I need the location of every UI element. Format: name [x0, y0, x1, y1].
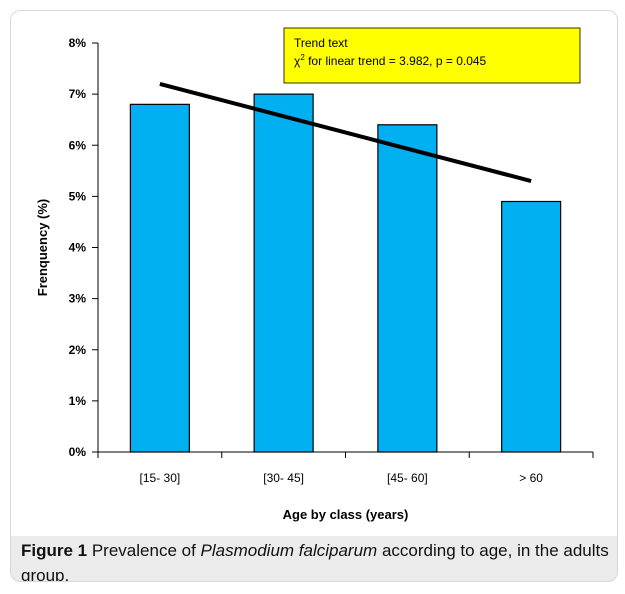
figure-frame: 0% 1% 2% 3% 4% 5% 6% 7% 8% [15- 30] [30- 45] [45- … — [10, 10, 618, 582]
x-axis-ticks: [15- 30] [30- 45] [45- 60] > 60 — [97, 452, 594, 485]
y-tick-label: 7% — [69, 87, 87, 101]
y-tick-label: 3% — [69, 292, 87, 306]
y-tick-label: 5% — [69, 189, 87, 203]
annotation-superscript: 2 — [300, 53, 305, 62]
bar — [501, 200, 562, 453]
annotation-statistic-text: for linear trend = 3.982, p = 0.045 — [305, 54, 487, 68]
y-tick-label: 6% — [69, 138, 87, 152]
bar — [129, 103, 190, 453]
y-tick-label: 8% — [69, 36, 87, 50]
plot-panel: 0% 1% 2% 3% 4% 5% 6% 7% 8% [15- 30] [30- 45] [45- … — [11, 11, 617, 536]
bars — [129, 93, 562, 453]
caption-label: Figure 1 — [21, 541, 88, 560]
y-tick-label: 0% — [69, 445, 87, 459]
y-tick-label: 2% — [69, 343, 87, 357]
x-tick-label: [30- 45] — [263, 471, 304, 485]
annotation-chi-symbol: χ — [294, 54, 301, 68]
annotation-title: Trend text — [294, 36, 348, 50]
annotation-background — [283, 27, 581, 84]
trend-line — [159, 81, 532, 183]
y-tick-label: 4% — [69, 241, 87, 255]
bar — [253, 93, 314, 453]
figure-caption: Figure 1 Prevalence of Plasmodium falcip… — [21, 538, 611, 582]
y-axis-title: Frenquency (%) — [35, 199, 50, 297]
caption-species-name: Plasmodium falciparum — [200, 541, 378, 560]
trend-annotation-box: Trend text χ2 for linear trend = 3.982, … — [283, 27, 581, 84]
x-tick-label: [15- 30] — [140, 471, 181, 485]
bar-chart: 0% 1% 2% 3% 4% 5% 6% 7% 8% [15- 30] [30- 45] [45- … — [35, 27, 594, 522]
bar — [377, 124, 438, 453]
x-axis-title: Age by class (years) — [283, 507, 409, 522]
caption-text-start: Prevalence of — [87, 541, 201, 560]
caption-text-end: according to age, in the adults group. — [21, 541, 609, 582]
y-axis-ticks: 0% 1% 2% 3% 4% 5% 6% 7% 8% — [69, 36, 98, 459]
x-tick-label: [45- 60] — [387, 471, 428, 485]
y-tick-label: 1% — [69, 394, 87, 408]
annotation-statistic: χ2 for linear trend = 3.982, p = 0.045 — [294, 53, 487, 68]
x-tick-label: > 60 — [519, 471, 543, 485]
